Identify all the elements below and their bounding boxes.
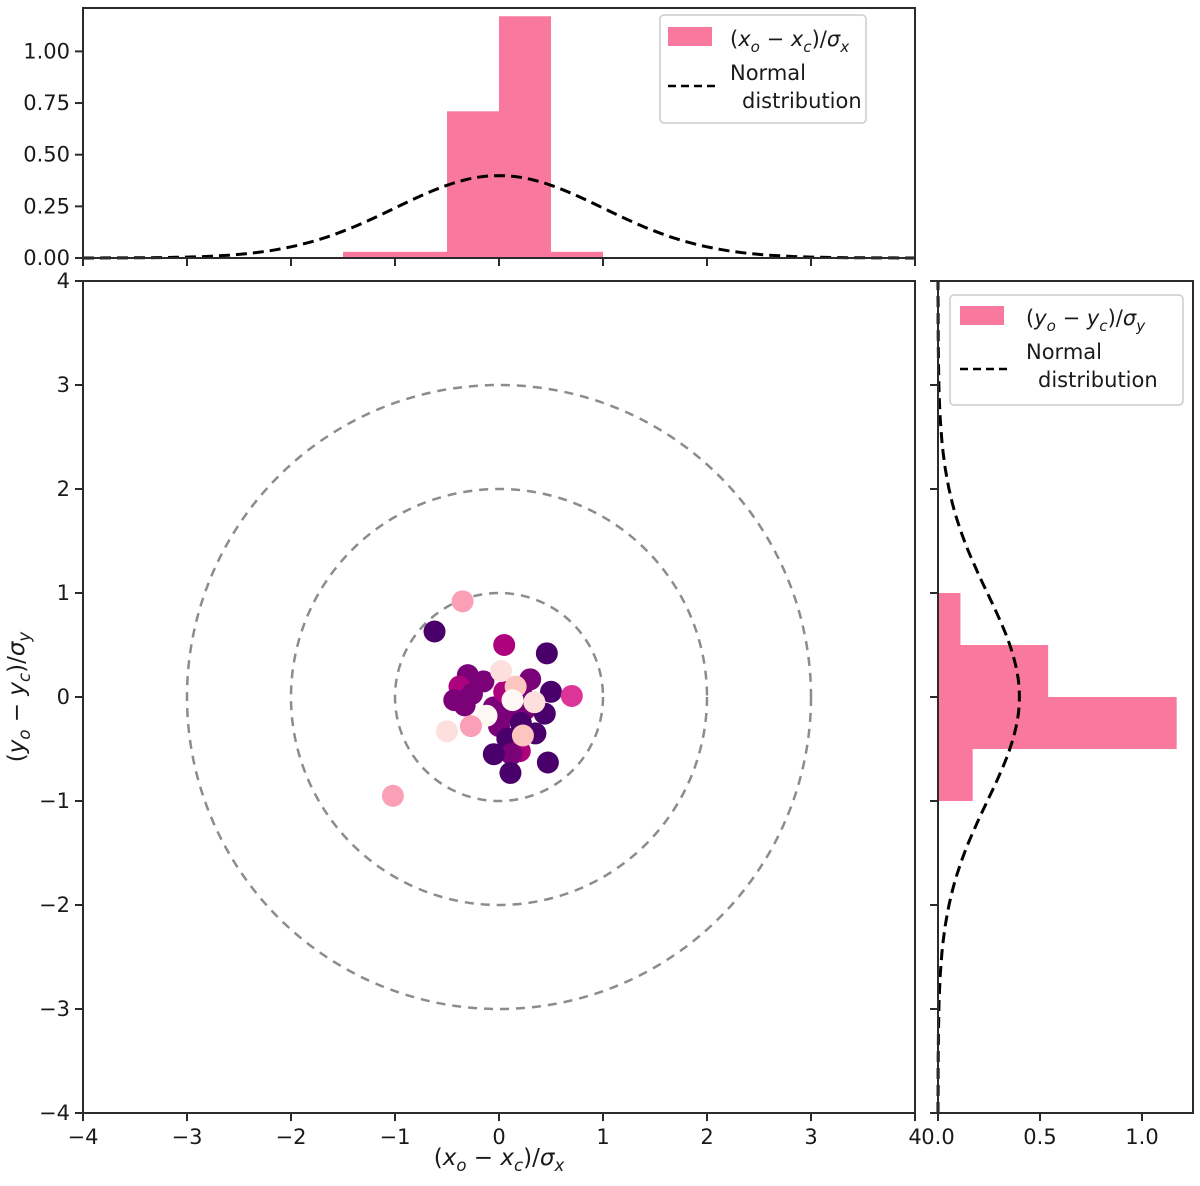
top-hist-bar bbox=[395, 251, 447, 258]
scatter-point bbox=[436, 720, 458, 743]
top-hist-y-tick-label: 0.50 bbox=[23, 143, 70, 167]
main-x-tick-label: 3 bbox=[804, 1125, 817, 1149]
top-legend-series-label: (xo − xc)/σx bbox=[730, 27, 850, 56]
main-x-tick-label: 4 bbox=[908, 1125, 921, 1149]
scatter-point bbox=[535, 642, 558, 665]
top-hist-y-tick-label: 0.75 bbox=[23, 91, 70, 115]
scatter-point bbox=[459, 715, 482, 738]
main-x-tick-label: −3 bbox=[172, 1125, 203, 1149]
top-hist-y-tick-label: 0.25 bbox=[23, 194, 70, 218]
top-legend-series-swatch bbox=[668, 27, 712, 46]
right-legend-series-label: (yo − yc)/σy bbox=[1026, 306, 1146, 335]
main-x-tick-label: −2 bbox=[276, 1125, 307, 1149]
right-legend-normal-label-line1: Normal bbox=[1026, 340, 1102, 364]
scatter-point bbox=[381, 784, 404, 807]
reference-circle-r3 bbox=[185, 383, 813, 1011]
right-hist-bar bbox=[938, 593, 961, 645]
main-y-tick-label: −4 bbox=[39, 1101, 70, 1125]
right-hist-x-tick-label: 1.0 bbox=[1125, 1125, 1158, 1149]
top-hist-bar bbox=[447, 111, 499, 258]
main-y-tick-label: 2 bbox=[57, 477, 70, 501]
top-hist-y-tick-label: 0.00 bbox=[23, 246, 70, 270]
main-y-tick-label: −3 bbox=[39, 997, 70, 1021]
top-normal-curve bbox=[83, 174, 915, 260]
right-hist-bar bbox=[938, 749, 973, 801]
reference-circle-r1 bbox=[393, 591, 605, 803]
scatter-point bbox=[536, 751, 559, 774]
scatter-point bbox=[423, 620, 446, 643]
scatter-point bbox=[499, 761, 522, 784]
scatter-point bbox=[453, 694, 476, 717]
top-hist-bar bbox=[343, 251, 395, 258]
scatter-point bbox=[475, 704, 498, 727]
reference-circle-r2 bbox=[289, 487, 709, 907]
x-axis-label: (xo − xc)/σx bbox=[434, 1145, 565, 1175]
right-legend-box bbox=[949, 294, 1184, 406]
y-axis-label: (yo − yc)/σy bbox=[4, 632, 34, 763]
scatter-point bbox=[482, 743, 505, 766]
right-legend-series-swatch bbox=[960, 306, 1004, 325]
main-y-tick-label: 0 bbox=[57, 685, 70, 709]
top-hist-y-tick-label: 1.00 bbox=[23, 39, 70, 63]
scatter-point bbox=[451, 590, 474, 613]
right-hist-bar bbox=[938, 697, 1177, 749]
scatter-point bbox=[540, 680, 562, 703]
main-y-tick-label: 1 bbox=[57, 581, 70, 605]
top-legend-normal-label-line1: Normal bbox=[730, 61, 806, 85]
right-legend-normal-label-line2: distribution bbox=[1038, 368, 1158, 392]
scatter-point bbox=[500, 743, 523, 766]
right-hist-bar bbox=[938, 645, 1049, 697]
main-y-tick-label: −2 bbox=[39, 893, 70, 917]
right-hist-x-tick-label: 0.0 bbox=[921, 1125, 954, 1149]
main-x-tick-label: −4 bbox=[68, 1125, 99, 1149]
main-x-tick-label: 1 bbox=[596, 1125, 609, 1149]
main-x-tick-label: 0 bbox=[492, 1125, 505, 1149]
right-hist-x-tick-label: 0.5 bbox=[1023, 1125, 1056, 1149]
top-legend-normal-label-line2: distribution bbox=[742, 89, 862, 113]
main-y-tick-label: 3 bbox=[57, 373, 70, 397]
top-hist-bar bbox=[551, 251, 603, 258]
scatter-point bbox=[490, 660, 513, 682]
top-hist-bar bbox=[499, 16, 551, 258]
main-y-tick-label: −1 bbox=[39, 789, 70, 813]
right-normal-curve bbox=[936, 281, 1021, 1113]
scatter-point bbox=[493, 634, 516, 656]
scatter-point bbox=[523, 691, 546, 714]
main-y-tick-label: 4 bbox=[57, 269, 70, 293]
scatter-point bbox=[560, 684, 583, 707]
main-x-tick-label: −1 bbox=[380, 1125, 411, 1149]
main-x-tick-label: 2 bbox=[700, 1125, 713, 1149]
scatter-point bbox=[511, 724, 534, 747]
scatter-point bbox=[501, 689, 524, 712]
